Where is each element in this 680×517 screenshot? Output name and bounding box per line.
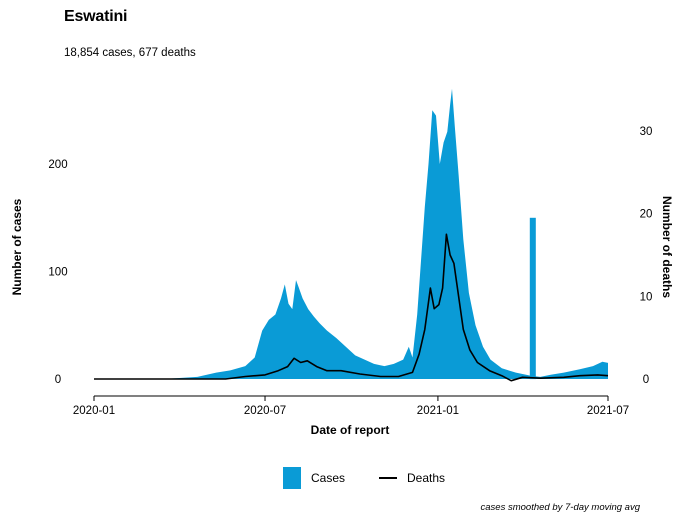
deaths-line [94, 233, 609, 382]
x-tick-label-2021-07: 2021-07 [587, 405, 629, 417]
x-tick-label-2021-01: 2021-01 [417, 405, 459, 417]
deaths-series [94, 233, 609, 382]
x-axis-label: Date of report [310, 423, 390, 437]
y-right-tick-label-0: 0 [643, 374, 649, 386]
cases-series [94, 88, 608, 380]
legend-cases-label: Cases [311, 471, 346, 485]
y-right-tick-label-20: 20 [640, 209, 653, 221]
x-tick-label-2020-07: 2020-07 [244, 405, 286, 417]
axes: 2020-01 2020-07 2021-01 2021-07 0 100 200 0 10 20… [48, 126, 652, 417]
legend-cases-swatch [283, 467, 301, 489]
y-right-tick-label-10: 10 [640, 291, 653, 303]
x-tick-label-2020-01: 2020-01 [73, 405, 115, 417]
y-left-tick-label-100: 100 [48, 267, 67, 279]
y-left-tick-label-200: 200 [48, 159, 67, 171]
cases-spike-bar [529, 217, 536, 380]
y-left-tick-label-0: 0 [55, 374, 61, 386]
y-right-tick-label-30: 30 [640, 126, 653, 138]
chart-subtitle: 18,854 cases, 677 deaths [64, 47, 196, 59]
legend: Cases Deaths [283, 465, 445, 491]
chart-title: Eswatini [64, 8, 128, 25]
legend-deaths-swatch [379, 477, 398, 479]
footnote: cases smoothed by 7-day moving avg [480, 502, 640, 513]
legend-deaths-label: Deaths [407, 471, 446, 485]
